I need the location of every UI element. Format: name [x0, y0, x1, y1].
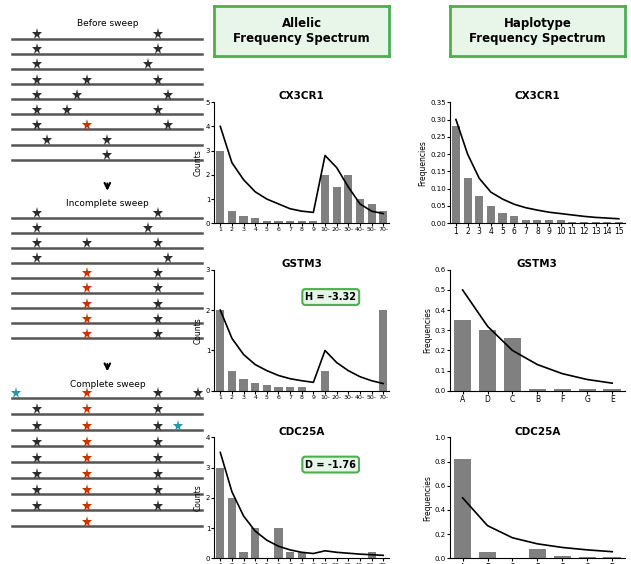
Y-axis label: Counts: Counts: [194, 317, 203, 343]
Bar: [591, 222, 599, 223]
Bar: [228, 211, 236, 223]
Title: GSTM3: GSTM3: [517, 259, 558, 269]
Text: Incomplete sweep: Incomplete sweep: [66, 199, 149, 208]
Bar: [274, 221, 283, 223]
Bar: [286, 221, 294, 223]
Bar: [479, 331, 496, 391]
Bar: [529, 389, 546, 391]
Title: GSTM3: GSTM3: [281, 259, 322, 269]
Bar: [240, 378, 247, 391]
Title: CDC25A: CDC25A: [514, 426, 560, 437]
Bar: [321, 371, 329, 391]
Bar: [464, 178, 471, 223]
Bar: [479, 552, 496, 558]
Text: Haplotype
Frequency Spectrum: Haplotype Frequency Spectrum: [469, 17, 606, 45]
Bar: [240, 552, 247, 558]
Bar: [251, 218, 259, 223]
Bar: [580, 222, 588, 223]
Bar: [553, 556, 571, 558]
Bar: [321, 175, 329, 223]
Y-axis label: Frequencies: Frequencies: [423, 475, 432, 521]
Bar: [475, 196, 483, 223]
Bar: [504, 338, 521, 391]
Bar: [367, 204, 375, 223]
Bar: [286, 387, 294, 391]
Bar: [522, 220, 530, 223]
Y-axis label: Frequencies: Frequencies: [423, 307, 432, 353]
Bar: [228, 371, 236, 391]
Bar: [603, 222, 611, 223]
Bar: [579, 389, 596, 391]
Bar: [452, 126, 460, 223]
Bar: [274, 387, 283, 391]
Bar: [367, 552, 375, 558]
Bar: [309, 221, 317, 223]
Text: Complete sweep: Complete sweep: [69, 380, 145, 389]
Bar: [603, 557, 621, 558]
Bar: [216, 310, 225, 391]
Y-axis label: Frequencies: Frequencies: [418, 140, 427, 186]
Bar: [262, 221, 271, 223]
Title: CX3CR1: CX3CR1: [279, 91, 324, 102]
Bar: [228, 498, 236, 558]
Bar: [216, 151, 225, 223]
Text: Allelic
Frequency Spectrum: Allelic Frequency Spectrum: [233, 17, 370, 45]
Title: CX3CR1: CX3CR1: [514, 91, 560, 102]
Y-axis label: Counts: Counts: [194, 149, 203, 176]
Bar: [251, 528, 259, 558]
Bar: [251, 383, 259, 391]
Bar: [579, 557, 596, 558]
Bar: [345, 175, 352, 223]
Bar: [286, 552, 294, 558]
Bar: [498, 213, 507, 223]
Bar: [487, 206, 495, 223]
Bar: [333, 187, 341, 223]
Bar: [569, 222, 576, 223]
Bar: [240, 216, 247, 223]
Bar: [298, 387, 306, 391]
Y-axis label: Counts: Counts: [194, 484, 203, 511]
Bar: [615, 222, 623, 223]
Bar: [454, 320, 471, 391]
Bar: [557, 220, 565, 223]
Bar: [510, 217, 518, 223]
Bar: [533, 220, 541, 223]
Bar: [274, 528, 283, 558]
Text: Before sweep: Before sweep: [76, 19, 138, 28]
Bar: [216, 468, 225, 558]
Bar: [356, 199, 364, 223]
Bar: [379, 310, 387, 391]
Bar: [379, 211, 387, 223]
Text: D = -1.76: D = -1.76: [305, 460, 356, 470]
Bar: [603, 389, 621, 391]
Bar: [553, 389, 571, 391]
Bar: [529, 549, 546, 558]
Bar: [545, 220, 553, 223]
Title: CDC25A: CDC25A: [278, 426, 325, 437]
Bar: [454, 459, 471, 558]
Bar: [298, 221, 306, 223]
Text: H = -3.32: H = -3.32: [305, 292, 357, 302]
Bar: [298, 552, 306, 558]
Bar: [262, 385, 271, 391]
